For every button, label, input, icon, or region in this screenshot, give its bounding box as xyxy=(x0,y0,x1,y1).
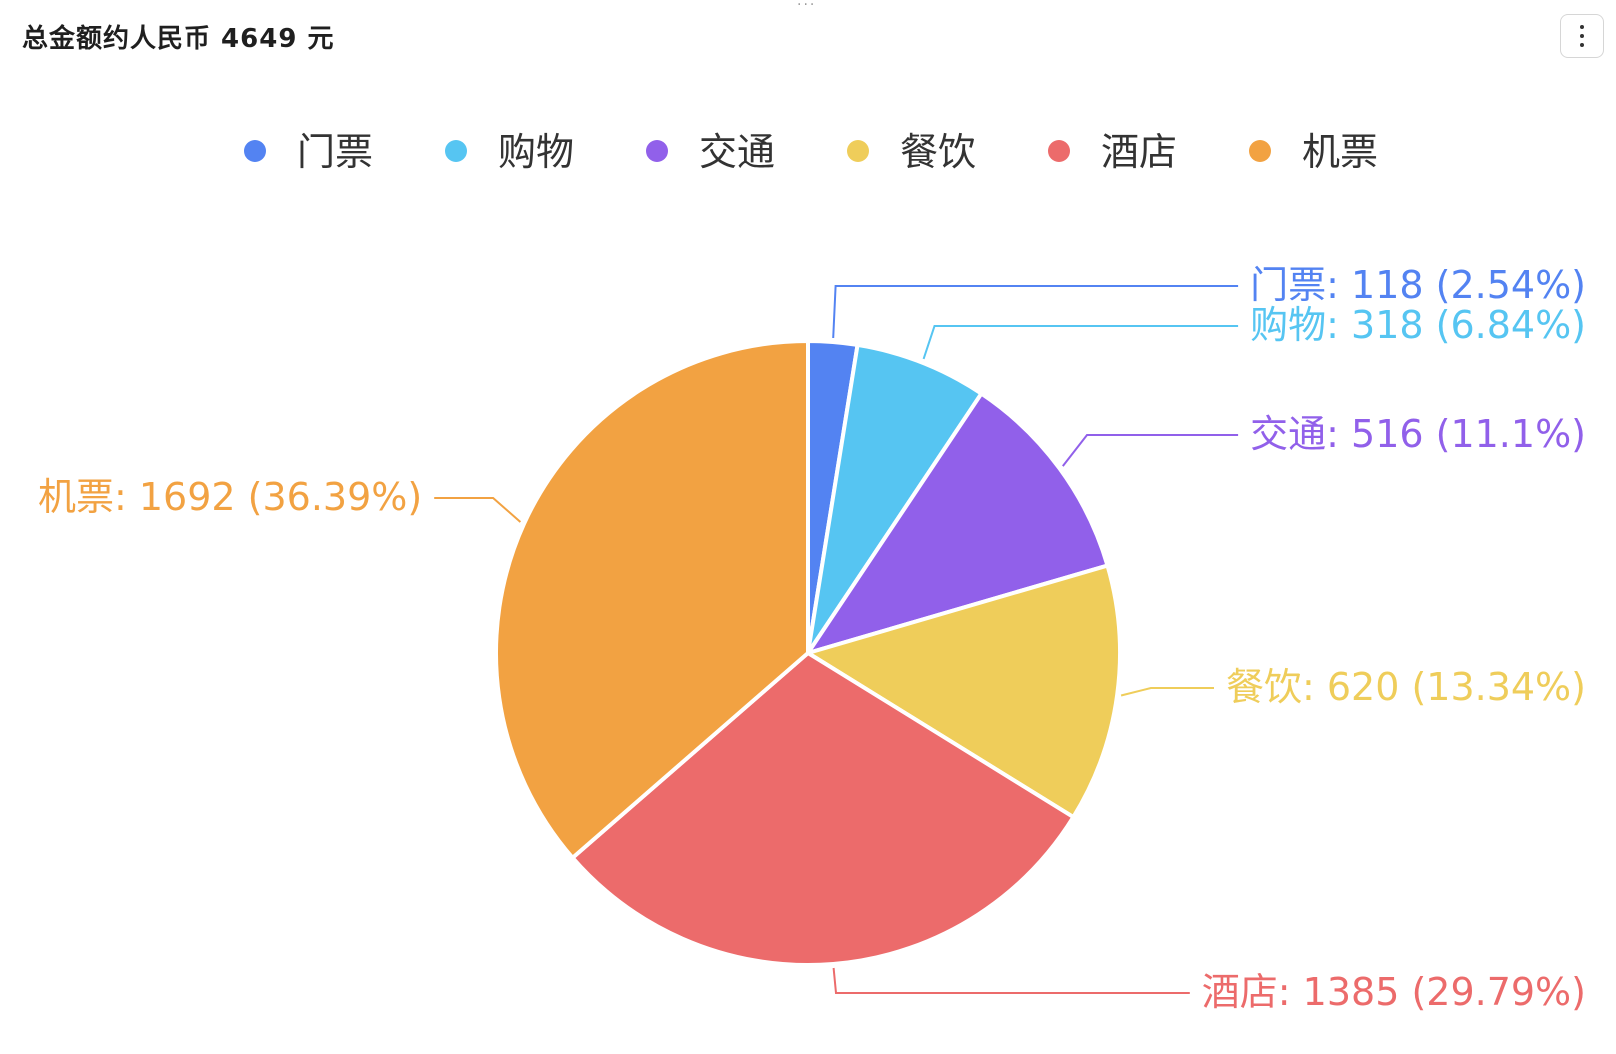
pie-labels: 门票: 118 (2.54%)购物: 318 (6.84%) 交通: 516 (1… xyxy=(38,263,1586,1014)
leader-line-0 xyxy=(832,285,1239,339)
pie-label-5: 机票: 1692 (36.39%) xyxy=(38,475,422,519)
leader-line-4 xyxy=(832,967,1190,994)
chart-legend: 门票 购物 交通 餐饮 酒店 机票 xyxy=(244,130,1378,174)
legend-label: 交通 xyxy=(699,130,775,174)
legend-marker xyxy=(445,140,467,162)
chart-title: 总金额约人民币 4649 元 xyxy=(22,24,335,54)
leader-line-3 xyxy=(1120,687,1214,697)
pie-label-3: 餐饮: 620 (13.34%) xyxy=(1226,665,1586,709)
legend-marker xyxy=(847,140,869,162)
more-options-dot xyxy=(1580,43,1584,47)
pie-label-2: 交通: 516 (11.1%) xyxy=(1250,412,1586,456)
legend-label: 餐饮 xyxy=(900,130,976,174)
pie-label-1: 购物: 318 (6.84%) xyxy=(1250,303,1586,347)
leader-line-1 xyxy=(922,325,1239,360)
legend-label: 机票 xyxy=(1302,130,1378,174)
more-options-button[interactable] xyxy=(1560,14,1604,58)
legend-marker xyxy=(1249,140,1271,162)
pie-slice-3[interactable] xyxy=(806,563,1122,820)
legend-marker xyxy=(244,140,266,162)
legend-item-4[interactable]: 酒店 xyxy=(1048,130,1177,174)
legend-item-0[interactable]: 门票 xyxy=(244,130,373,174)
legend-item-5[interactable]: 机票 xyxy=(1249,130,1378,174)
pie-label-4: 酒店: 1385 (29.79%) xyxy=(1202,970,1586,1014)
pie-label-0: 门票: 118 (2.54%) xyxy=(1250,263,1586,307)
more-options-dot xyxy=(1580,34,1584,38)
legend-label: 购物 xyxy=(498,130,574,174)
more-options-icon xyxy=(1580,25,1584,29)
pie-slice-4[interactable] xyxy=(570,651,1076,967)
leader-line-2 xyxy=(1062,434,1239,467)
drag-handle-icon[interactable]: ··· xyxy=(797,0,817,13)
legend-item-3[interactable]: 餐饮 xyxy=(847,130,976,174)
leader-line-5 xyxy=(434,497,522,523)
legend-marker xyxy=(646,140,668,162)
pie-slice-5[interactable] xyxy=(494,339,810,860)
legend-item-2[interactable]: 交通 xyxy=(646,130,775,174)
pie-slice-2[interactable] xyxy=(806,391,1110,655)
pie-leader-lines xyxy=(434,285,1239,994)
legend-label: 酒店 xyxy=(1101,130,1177,174)
pie-slice-1[interactable] xyxy=(806,342,984,655)
legend-item-1[interactable]: 购物 xyxy=(445,130,574,174)
legend-label: 门票 xyxy=(297,130,373,174)
pie-slices xyxy=(494,339,1122,967)
legend-marker xyxy=(1048,140,1070,162)
